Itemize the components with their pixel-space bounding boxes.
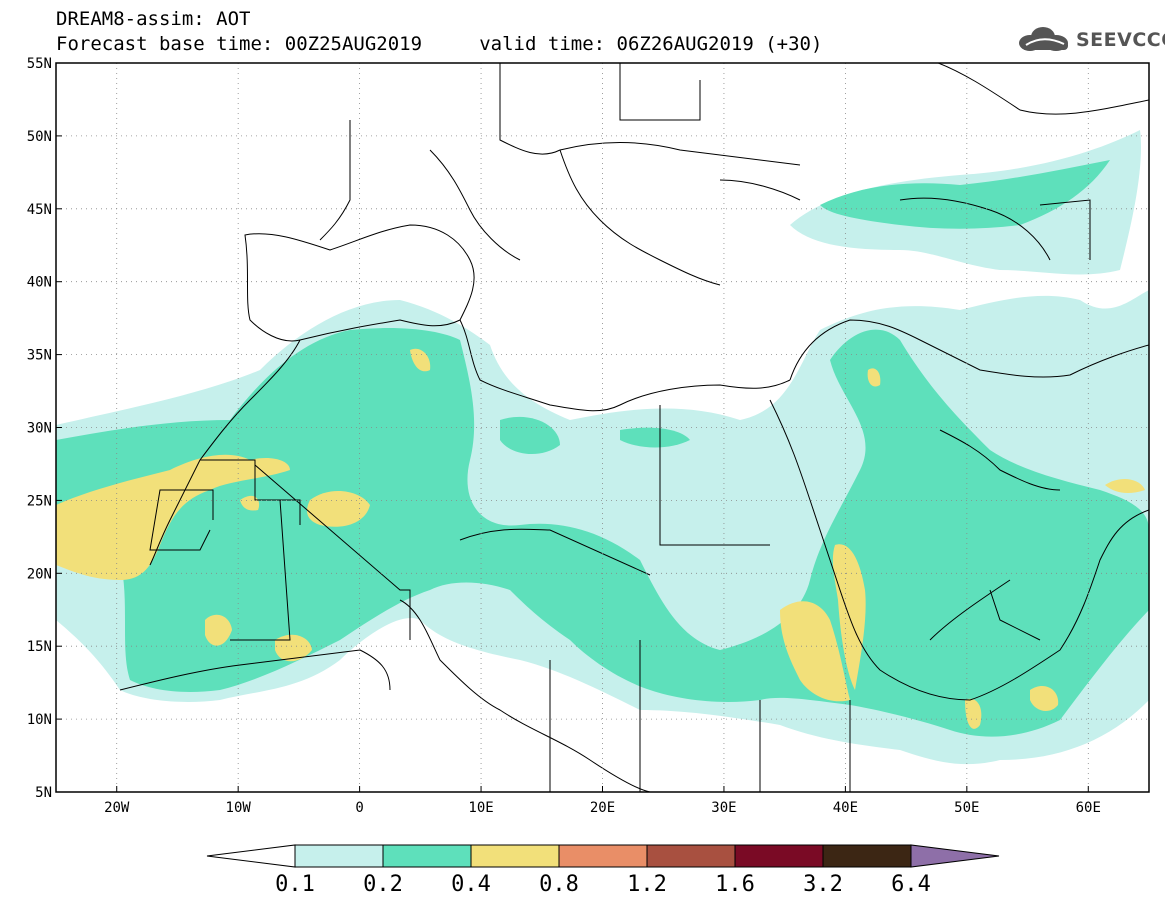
colorbar-bin [558, 844, 648, 868]
axis-labels: 20W 10W 0 10E 20E 30E 40E 50E 60E 55N 50N 45N 40N 35N… [27, 56, 1101, 816]
colorbar-label: 3.2 [803, 872, 843, 897]
colorbar-over-arrow [910, 844, 1000, 868]
lon-tick-label: 20E [590, 800, 615, 816]
lon-tick-label: 0 [355, 800, 363, 816]
colorbar-bin [294, 844, 384, 868]
lat-tick-label: 30N [27, 421, 52, 437]
colorbar-bin [822, 844, 912, 868]
lat-tick-label: 50N [27, 129, 52, 145]
aot-field [56, 130, 1149, 765]
colorbar-bin [646, 844, 736, 868]
seevccc-logo-text: SEEVCCC [1076, 29, 1165, 51]
lat-tick-label: 10N [27, 712, 52, 728]
country-borders [119, 63, 1149, 792]
colorbar-under-arrow [206, 844, 296, 868]
colorbar-label: 0.8 [539, 872, 579, 897]
colorbar-bin [382, 844, 472, 868]
colorbar-label: 1.2 [627, 872, 667, 897]
colorbar-label: 1.6 [715, 872, 755, 897]
lat-tick-label: 35N [27, 348, 52, 364]
lat-tick-label: 5N [35, 785, 52, 801]
lon-tick-label: 30E [711, 800, 736, 816]
cloud-icon [1019, 27, 1068, 51]
colorbar-bin [734, 844, 824, 868]
lat-tick-label: 25N [27, 493, 52, 509]
lat-tick-label: 15N [27, 639, 52, 655]
lat-tick-label: 45N [27, 202, 52, 218]
seevccc-logo [1019, 27, 1068, 51]
lon-tick-label: 10E [468, 800, 493, 816]
lat-tick-label: 55N [27, 56, 52, 72]
lon-tick-label: 20W [104, 800, 130, 816]
colorbar-label: 0.2 [363, 872, 403, 897]
lat-tick-label: 20N [27, 566, 52, 582]
lat-tick-label: 40N [27, 275, 52, 291]
colorbar-label: 0.4 [451, 872, 491, 897]
lon-tick-label: 50E [954, 800, 979, 816]
colorbar-label: 6.4 [891, 872, 931, 897]
colorbar-label: 0.1 [275, 872, 315, 897]
aot-contour-0.2 [56, 160, 1149, 737]
lon-tick-label: 60E [1076, 800, 1101, 816]
map-title: DREAM8-assim: AOT [56, 8, 251, 30]
lon-tick-label: 10W [226, 800, 252, 816]
aot-colorbar: 0.1 0.2 0.4 0.8 1.2 1.6 3.2 6.4 [206, 844, 1000, 897]
colorbar-bin [470, 844, 560, 868]
forecast-time-subtitle: Forecast base time: 00Z25AUG2019 valid t… [56, 33, 823, 55]
lon-tick-label: 40E [833, 800, 858, 816]
graticule [56, 63, 1149, 792]
